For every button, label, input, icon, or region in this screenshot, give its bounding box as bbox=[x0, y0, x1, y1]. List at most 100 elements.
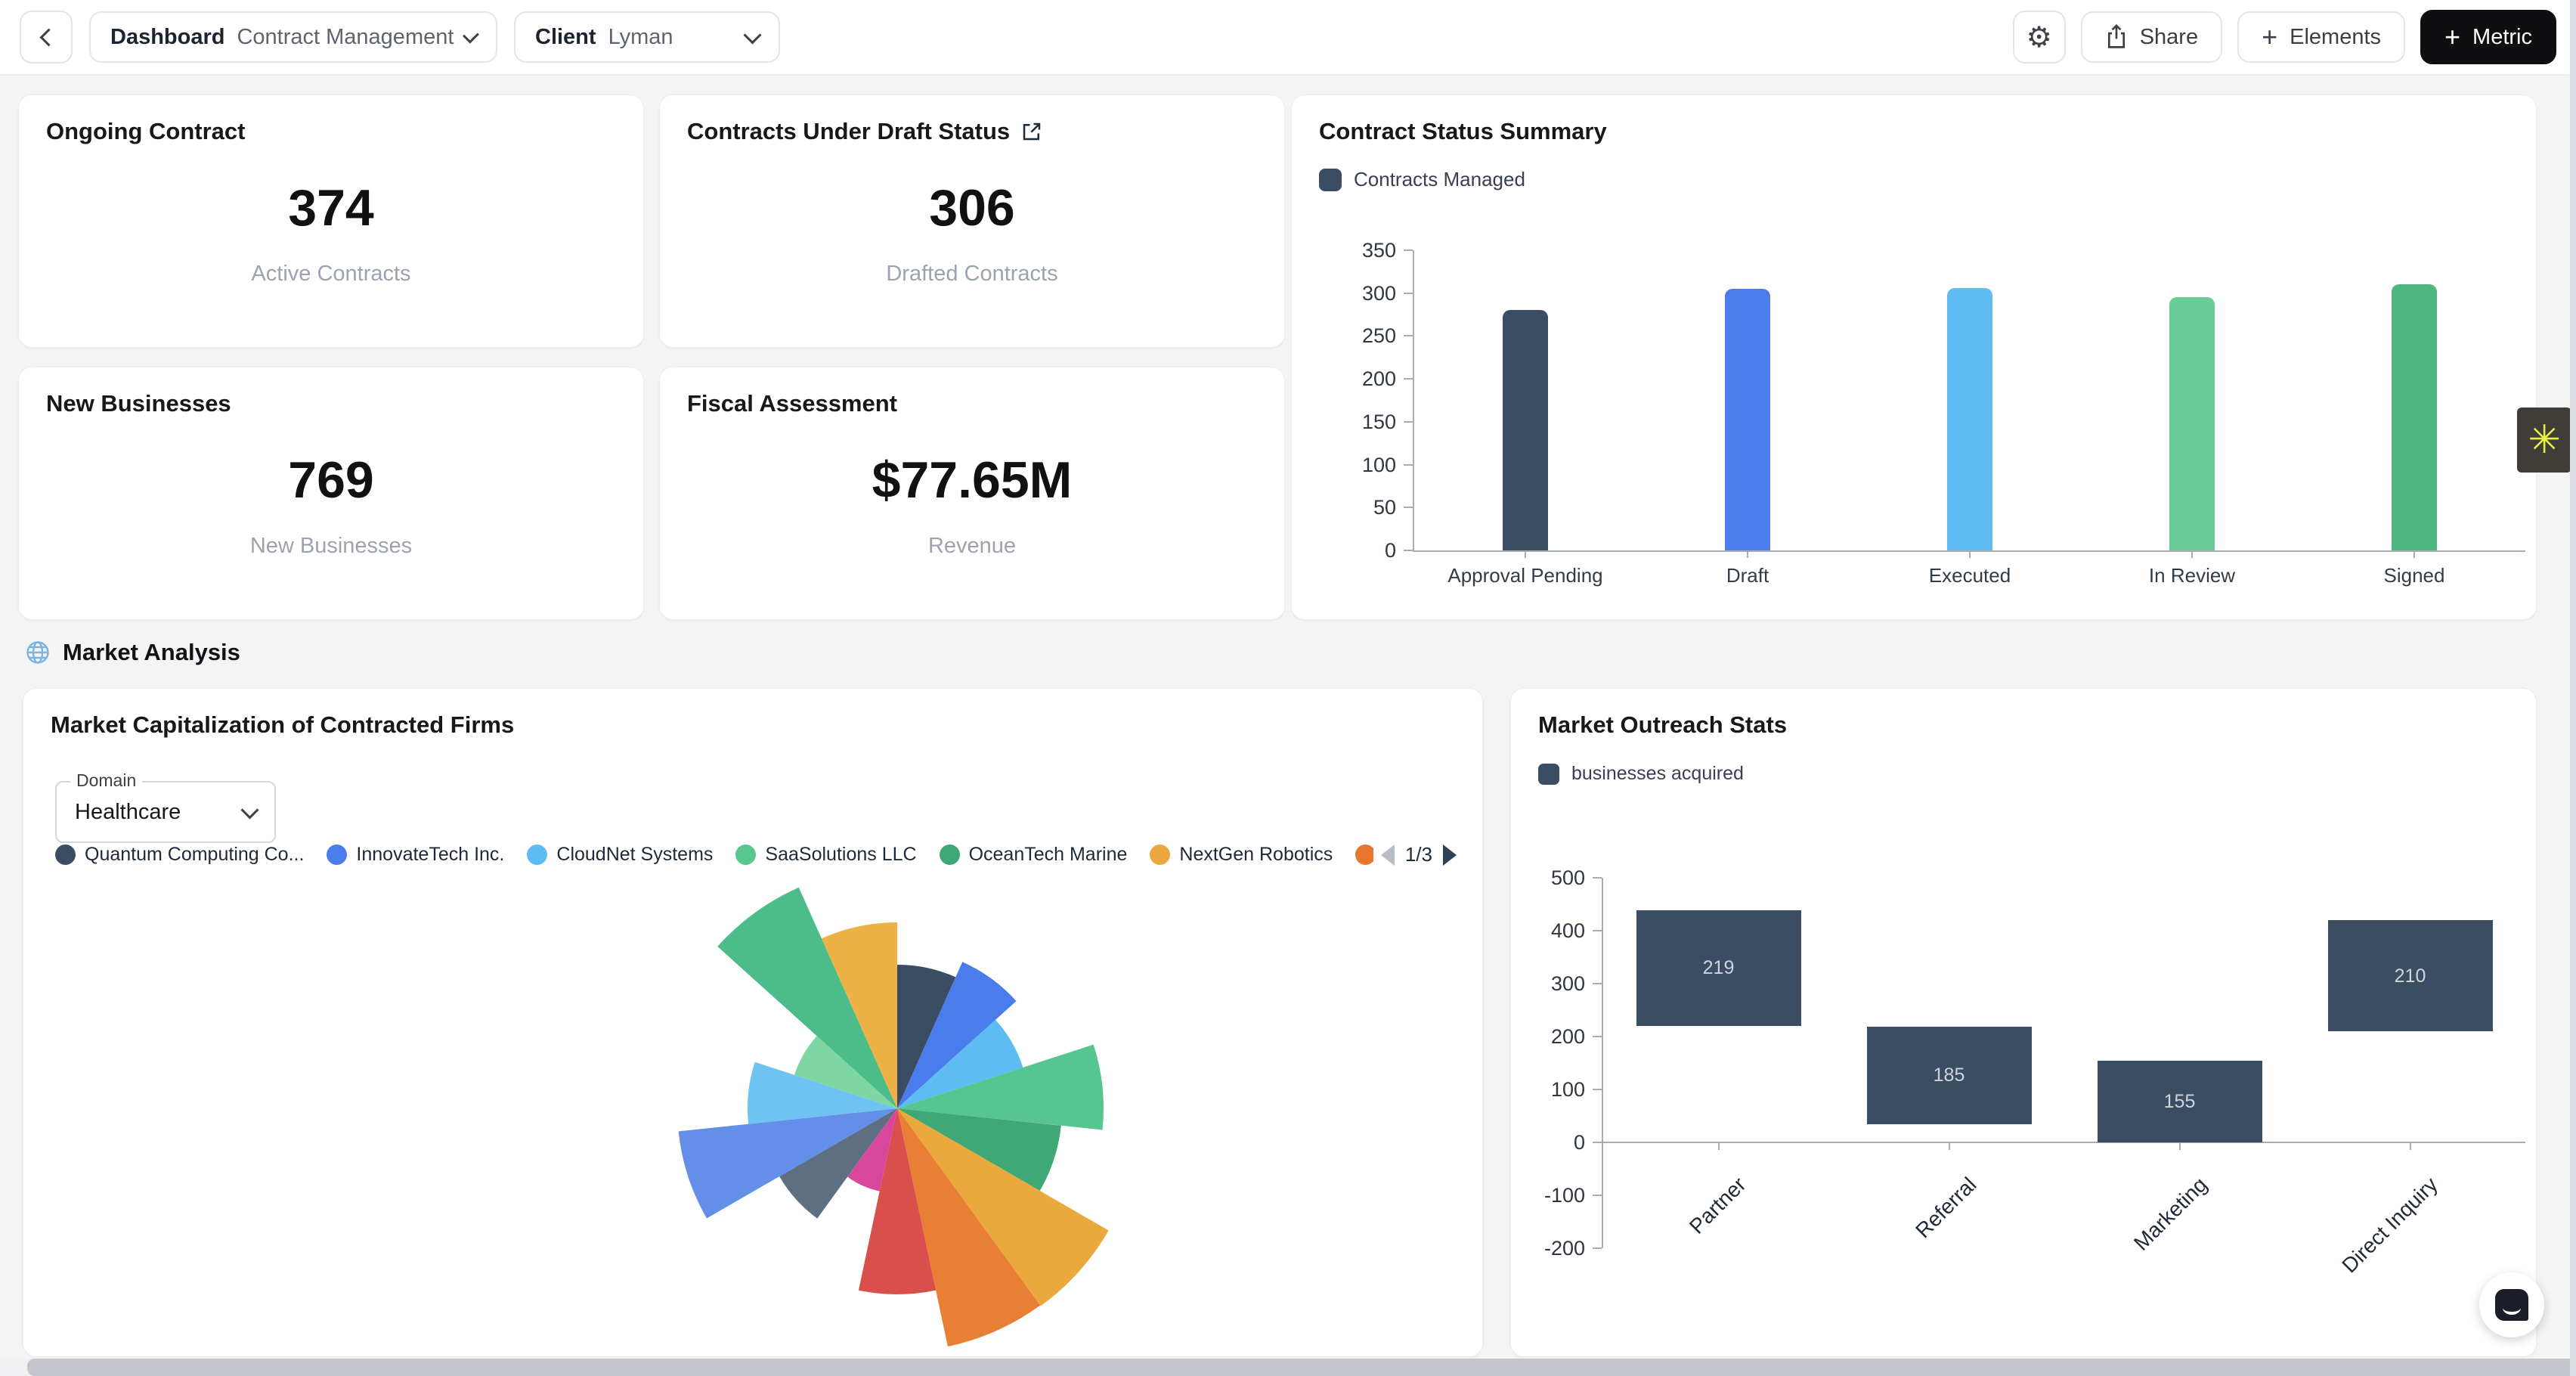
legend-pager: 1/3 bbox=[1380, 843, 1457, 866]
kpi-title-text: Contracts Under Draft Status bbox=[687, 118, 1011, 144]
y-axis-tick-label: 100 bbox=[1550, 1078, 1585, 1101]
legend-name: NextGen Robotics bbox=[1179, 844, 1333, 865]
elements-button-label: Elements bbox=[2290, 24, 2382, 49]
floating-bar-partner[interactable]: 219 bbox=[1636, 910, 1801, 1026]
y-axis-tick-label: 200 bbox=[1550, 1025, 1585, 1048]
y-axis-tick-mark bbox=[1404, 378, 1413, 380]
legend-swatch bbox=[1538, 763, 1559, 785]
y-axis-tick-mark bbox=[1404, 420, 1413, 423]
bar-value-label: 155 bbox=[2163, 1090, 2196, 1112]
kpi-value: $77.65M bbox=[872, 451, 1073, 509]
chart-title: Market Capitalization of Contracted Firm… bbox=[51, 711, 515, 738]
x-axis-category-text: Marketing bbox=[2129, 1173, 2212, 1255]
add-metric-button[interactable]: + Metric bbox=[2420, 10, 2556, 64]
domain-select[interactable]: Domain Healthcare bbox=[55, 770, 276, 843]
x-axis-tick-mark bbox=[1969, 550, 1971, 558]
legend-dot bbox=[939, 845, 960, 865]
add-elements-button[interactable]: + Elements bbox=[2237, 11, 2406, 63]
horizontal-scrollbar-thumb[interactable] bbox=[27, 1359, 2576, 1376]
pie-slice[interactable] bbox=[794, 1036, 897, 1108]
pie-legend-item[interactable]: InnovateTech Inc. bbox=[327, 844, 504, 866]
y-axis-tick-mark bbox=[1593, 877, 1602, 879]
legend-prev-page-icon[interactable] bbox=[1380, 844, 1395, 866]
chart-title: Contract Status Summary bbox=[1319, 118, 1607, 144]
pie-legend-item[interactable]: OceanTech Marine bbox=[939, 844, 1127, 866]
pie-legend-item[interactable]: Quantum Computing Co... bbox=[55, 844, 304, 866]
legend-dot bbox=[327, 845, 348, 865]
legend-page-count: 1/3 bbox=[1404, 843, 1432, 866]
pie-legend-item[interactable]: NextGen Robotics bbox=[1150, 844, 1333, 866]
pie-slice[interactable] bbox=[897, 1108, 1109, 1306]
chart-title: Market Outreach Stats bbox=[1538, 711, 1788, 738]
settings-button[interactable]: ⚙ bbox=[2012, 11, 2066, 64]
legend-swatch bbox=[1319, 168, 1342, 191]
pie-slice[interactable] bbox=[897, 1108, 1041, 1347]
client-select[interactable]: Client Lyman bbox=[514, 11, 780, 63]
pie-slice[interactable] bbox=[847, 1108, 897, 1192]
y-axis-tick-label: 350 bbox=[1361, 239, 1396, 262]
pie-slice[interactable] bbox=[717, 887, 897, 1108]
pie-slice[interactable] bbox=[897, 962, 1017, 1108]
pie-slice[interactable] bbox=[858, 1108, 937, 1294]
kpi-title: Fiscal Assessment bbox=[687, 390, 898, 417]
top-bar-actions: ⚙ Share + Elements + Metric bbox=[2012, 10, 2556, 64]
y-axis-tick-label: 200 bbox=[1361, 367, 1396, 391]
x-axis-zero-line bbox=[1603, 1142, 2525, 1143]
dashboard-select-label: Dashboard bbox=[110, 24, 225, 49]
y-axis-tick-mark bbox=[1593, 1247, 1602, 1249]
legend-dot bbox=[55, 845, 76, 865]
globe-icon bbox=[26, 641, 49, 664]
chart-legend[interactable]: businesses acquired bbox=[1538, 763, 1744, 785]
kpi-title: Contracts Under Draft Status bbox=[687, 118, 1043, 145]
y-axis-tick-label: 0 bbox=[1384, 539, 1396, 562]
pie-slice[interactable] bbox=[897, 1044, 1104, 1130]
y-axis-tick-mark bbox=[1404, 550, 1413, 551]
pie-slice[interactable] bbox=[897, 1019, 1023, 1108]
pie-slice[interactable] bbox=[779, 1108, 897, 1219]
floating-bar-referral[interactable]: 185 bbox=[1866, 1026, 2032, 1125]
legend-name: Quantum Computing Co... bbox=[85, 844, 305, 865]
y-axis-tick-label: 100 bbox=[1361, 453, 1396, 476]
share-button[interactable]: Share bbox=[2080, 11, 2223, 63]
pie-slice[interactable] bbox=[897, 1108, 1061, 1191]
x-axis-tick-mark bbox=[1948, 1142, 1950, 1150]
pie-legend-item[interactable]: SaaSolutions LLC bbox=[735, 844, 917, 866]
floating-bar-direct-inquiry[interactable]: 210 bbox=[2327, 920, 2493, 1031]
x-axis-tick-mark bbox=[1747, 550, 1748, 558]
bar-approval-pending[interactable] bbox=[1503, 310, 1548, 550]
pie-slice[interactable] bbox=[821, 922, 897, 1108]
back-button[interactable] bbox=[20, 11, 73, 64]
bar-signed[interactable] bbox=[2392, 284, 2437, 550]
rose-pie-chart[interactable] bbox=[640, 851, 1154, 1356]
chat-launcher-button[interactable] bbox=[2479, 1272, 2544, 1337]
gear-icon: ⚙ bbox=[2026, 20, 2052, 54]
legend-next-page-icon[interactable] bbox=[1443, 844, 1457, 866]
y-axis-tick-mark bbox=[1593, 1142, 1602, 1143]
external-link-icon[interactable] bbox=[1020, 120, 1043, 143]
feedback-widget-button[interactable]: ✳ bbox=[2517, 408, 2571, 473]
pie-slice[interactable] bbox=[897, 965, 956, 1108]
kpi-label: Revenue bbox=[927, 534, 1017, 558]
contract-status-summary-card: Contract Status Summary Contracts Manage… bbox=[1291, 95, 2537, 620]
plus-icon: + bbox=[2444, 21, 2461, 52]
pie-legend-item[interactable]: BioHealth Sol bbox=[1355, 844, 1373, 866]
floating-bar-marketing[interactable]: 155 bbox=[2097, 1060, 2262, 1142]
x-axis-tick-mark bbox=[2191, 550, 2193, 558]
pie-legend-bar: Quantum Computing Co... InnovateTech Inc.… bbox=[55, 843, 1457, 866]
bar-draft[interactable] bbox=[1725, 289, 1770, 550]
bar-value-label: 185 bbox=[1933, 1065, 1965, 1086]
vertical-scrollbar[interactable] bbox=[2570, 0, 2576, 1376]
bar-executed[interactable] bbox=[1947, 288, 1992, 550]
pie-legend-item[interactable]: CloudNet Systems bbox=[527, 844, 713, 866]
market-outreach-card: Market Outreach Stats businesses acquire… bbox=[1510, 688, 2537, 1357]
y-axis-tick-label: 50 bbox=[1373, 496, 1396, 519]
pie-slice[interactable] bbox=[748, 1061, 897, 1124]
x-axis-category-label: In Review bbox=[2148, 564, 2236, 587]
legend-name: CloudNet Systems bbox=[556, 844, 714, 865]
client-select-label: Client bbox=[535, 24, 596, 49]
bar-in-review[interactable] bbox=[2169, 297, 2215, 550]
pie-slice[interactable] bbox=[678, 1108, 897, 1219]
chart-legend[interactable]: Contracts Managed bbox=[1319, 168, 1525, 191]
dashboard-select[interactable]: Dashboard Contract Management bbox=[89, 11, 497, 63]
pie-legend: Quantum Computing Co... InnovateTech Inc.… bbox=[55, 844, 1373, 866]
